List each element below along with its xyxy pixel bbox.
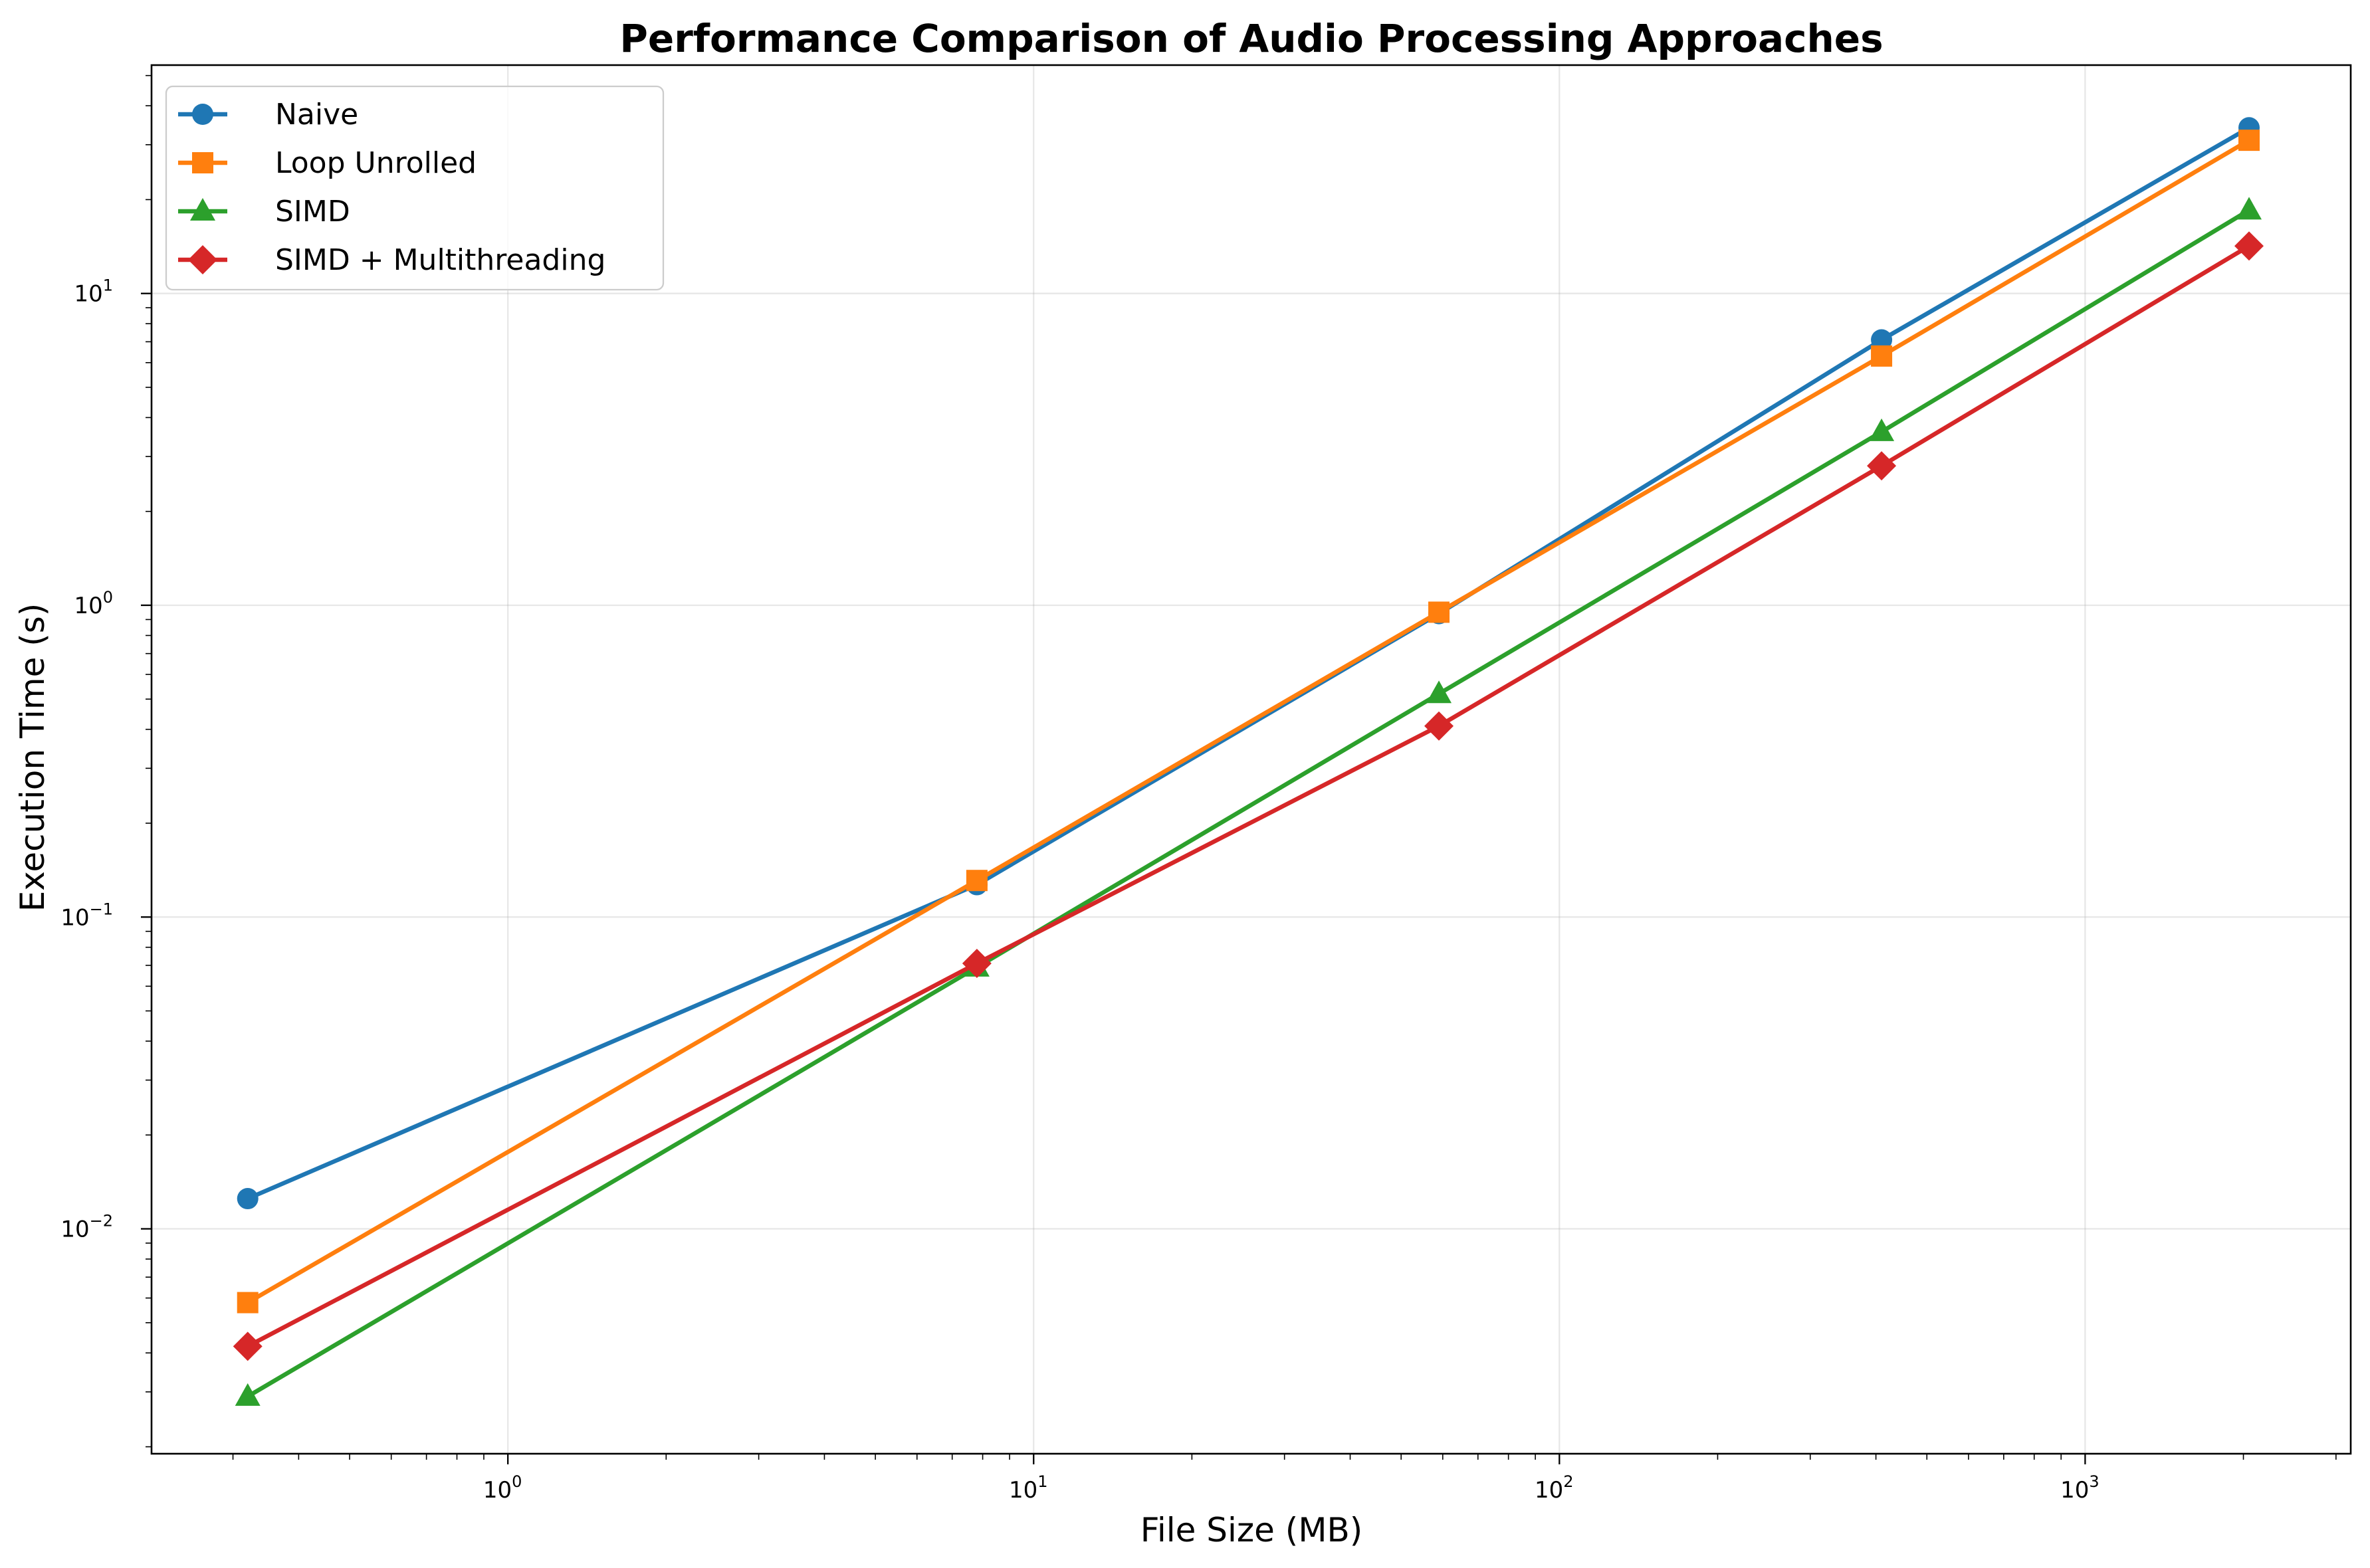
legend-marker (192, 152, 213, 173)
legend-label: Loop Unrolled (275, 146, 477, 180)
plot-area-frame (150, 64, 2352, 1455)
legend-box (165, 85, 665, 291)
legend-marker (188, 245, 217, 274)
data-point (237, 1188, 259, 1210)
legend-item: Loop Unrolled (178, 146, 477, 180)
data-point (1871, 345, 1893, 367)
data-point (1424, 711, 1454, 741)
data-point (1869, 418, 1895, 441)
y-tick-label: 101 (74, 276, 113, 308)
y-tick-label: 100 (74, 588, 113, 619)
data-point (2234, 231, 2264, 261)
series-line (247, 244, 2250, 1349)
x-tick-label: 103 (2060, 1472, 2100, 1504)
data-point (1871, 329, 1893, 351)
legend-item: SIMD + Multithreading (178, 243, 605, 277)
x-tick-label: 102 (1535, 1472, 1574, 1504)
legend: Naive Loop Unrolled SIMD SIMD + Multithread… (165, 85, 665, 291)
legend-item: SIMD (178, 195, 350, 229)
grid (152, 65, 2351, 1454)
data-point (1867, 451, 1897, 481)
data-point (237, 1292, 259, 1314)
series-line (247, 138, 2250, 1305)
series-loop-unrolled (237, 130, 2260, 1314)
data-point (2238, 130, 2260, 151)
data-point (962, 949, 992, 979)
series-layer (233, 117, 2264, 1406)
legend-label: Naive (275, 98, 358, 132)
y-tick-label: 10−2 (60, 1212, 113, 1243)
data-point (233, 1331, 263, 1361)
data-point (235, 1383, 261, 1406)
data-point (1428, 601, 1450, 623)
legend-label: SIMD (275, 195, 350, 229)
legend-item: Naive (178, 98, 358, 132)
legend-marker (192, 104, 213, 125)
axis-ticks: 100 101 102 103 10−2 10−1 100 101 (60, 74, 2337, 1504)
data-point (2236, 197, 2262, 220)
y-tick-label: 10−1 (60, 900, 113, 931)
data-point (1426, 680, 1452, 704)
chart-title: Performance Comparison of Audio Processi… (619, 16, 1883, 61)
legend-marker (190, 198, 215, 221)
x-axis-label: File Size (MB) (1140, 1511, 1363, 1549)
x-tick-label: 100 (483, 1472, 522, 1504)
y-axis-label: Execution Time (s) (13, 603, 52, 912)
x-tick-label: 101 (1009, 1472, 1048, 1504)
series-simd-multithreading (233, 231, 2264, 1361)
legend-label: SIMD + Multithreading (275, 243, 605, 277)
series-line (247, 208, 2250, 1399)
data-point (966, 870, 988, 892)
series-simd (235, 197, 2262, 1406)
